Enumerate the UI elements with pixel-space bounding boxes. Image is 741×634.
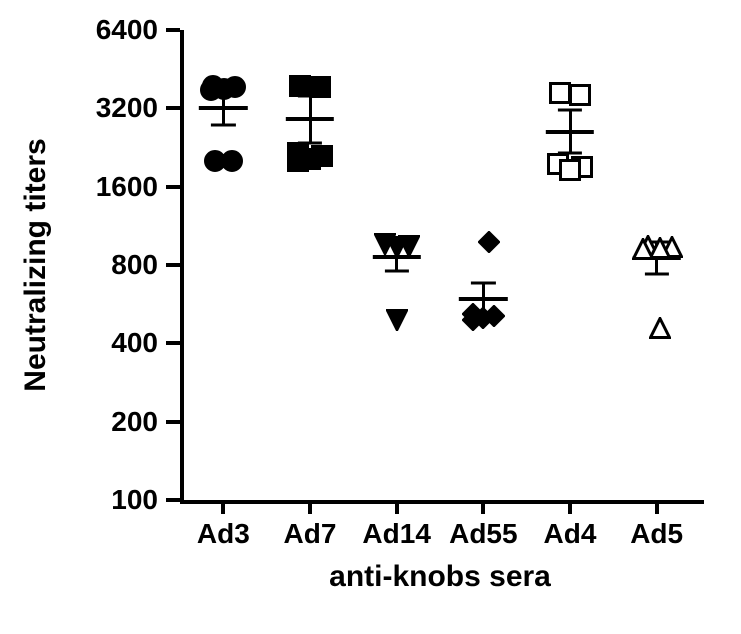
- x-axis-label: anti-knobs sera: [329, 560, 551, 594]
- mean-line: [199, 106, 247, 110]
- y-tick-label: 400: [0, 327, 158, 359]
- data-point: [632, 238, 654, 260]
- error-cap-bottom: [211, 124, 235, 127]
- data-point: [386, 236, 408, 258]
- data-point: [386, 309, 408, 331]
- data-point: [221, 150, 243, 172]
- data-point: [287, 150, 309, 172]
- y-tick-label: 6400: [0, 14, 158, 46]
- data-point: [200, 79, 222, 101]
- mean-line: [459, 297, 507, 301]
- x-tick-label: Ad14: [362, 518, 430, 550]
- x-tick: [655, 500, 659, 514]
- x-tick: [395, 500, 399, 514]
- y-tick: [166, 498, 180, 502]
- x-tick-label: Ad5: [630, 518, 683, 550]
- data-point: [289, 75, 311, 97]
- error-cap-top: [558, 109, 582, 112]
- error-cap-top: [471, 282, 495, 285]
- data-point: [569, 84, 591, 106]
- x-tick-label: Ad4: [544, 518, 597, 550]
- x-tick-label: Ad55: [449, 518, 517, 550]
- y-tick: [166, 263, 180, 267]
- data-point: [462, 309, 484, 331]
- error-cap-bottom: [645, 272, 669, 275]
- y-tick: [166, 28, 180, 32]
- plot-area: [180, 30, 704, 504]
- data-point: [549, 82, 571, 104]
- y-tick-label: 800: [0, 249, 158, 281]
- error-cap-bottom: [385, 269, 409, 272]
- x-tick: [221, 500, 225, 514]
- chart-container: Neutralizing titers anti-knobs sera 1002…: [0, 0, 741, 634]
- x-tick: [568, 500, 572, 514]
- data-point: [649, 317, 671, 339]
- y-tick-label: 3200: [0, 92, 158, 124]
- y-tick-label: 100: [0, 484, 158, 516]
- data-point: [478, 231, 500, 253]
- y-tick-label: 1600: [0, 171, 158, 203]
- x-tick-label: Ad7: [284, 518, 337, 550]
- x-tick: [308, 500, 312, 514]
- data-point: [559, 159, 581, 181]
- x-tick: [481, 500, 485, 514]
- data-point: [309, 76, 331, 98]
- y-tick: [166, 341, 180, 345]
- y-tick: [166, 420, 180, 424]
- x-tick-label: Ad3: [197, 518, 250, 550]
- y-tick: [166, 106, 180, 110]
- y-tick: [166, 185, 180, 189]
- mean-line: [286, 117, 334, 121]
- mean-line: [546, 130, 594, 134]
- y-tick-label: 200: [0, 406, 158, 438]
